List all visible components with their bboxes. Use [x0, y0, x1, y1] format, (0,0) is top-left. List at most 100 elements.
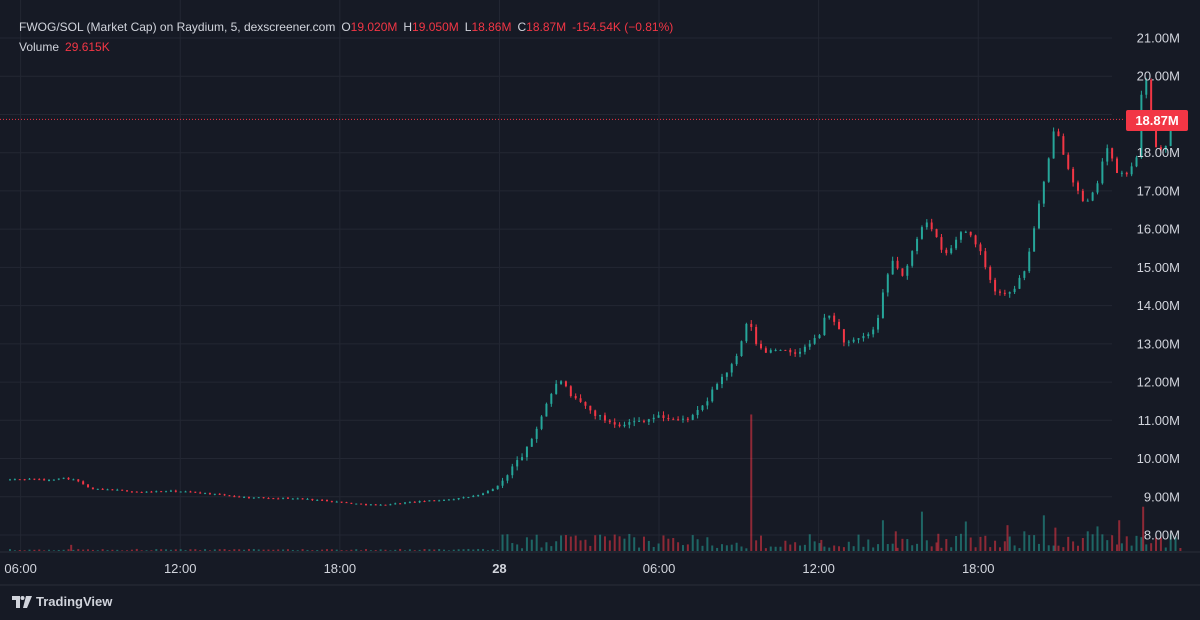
volume-bar	[994, 540, 997, 551]
volume-bar	[628, 533, 631, 551]
candle-body	[496, 485, 499, 490]
volume-bar	[369, 550, 372, 551]
volume-bar	[672, 538, 675, 551]
volume-bar	[1037, 543, 1040, 551]
candle-body	[774, 349, 777, 351]
candle-body	[540, 416, 543, 429]
candle-body	[355, 503, 358, 505]
volume-bar	[799, 545, 802, 551]
candle-body	[1145, 79, 1148, 95]
candle-body	[716, 384, 719, 390]
candle-body	[803, 346, 806, 352]
volume-bar	[584, 539, 587, 551]
volume-bar	[560, 535, 563, 551]
volume-bar	[477, 548, 480, 551]
volume-bar	[296, 550, 299, 551]
volume-bar	[911, 545, 914, 551]
x-axis[interactable]: 06:00 12:00 18:00 28 06:00 12:00 18:00	[4, 561, 994, 576]
volume-bar	[803, 544, 806, 551]
candle-body	[555, 383, 558, 394]
volume-bar	[1106, 540, 1109, 551]
y-tick-label: 15.00M	[1137, 260, 1180, 275]
tradingview-logo[interactable]: TradingView	[12, 594, 112, 609]
candle-body	[1164, 145, 1167, 150]
candle-body	[91, 487, 94, 490]
volume-bar	[930, 546, 933, 551]
volume-bar	[725, 545, 728, 551]
volume-bar	[1057, 545, 1060, 551]
volume-bar	[330, 549, 333, 551]
volume-bar	[847, 541, 850, 551]
candle-body	[1037, 203, 1040, 229]
volume-bar	[1159, 537, 1162, 551]
candle-body	[233, 496, 236, 498]
candle-body	[1018, 277, 1021, 289]
candle-body	[1130, 166, 1133, 175]
candle-body	[277, 498, 280, 500]
candle-body	[891, 260, 894, 275]
volume-bar	[603, 536, 606, 551]
candle-body	[755, 326, 758, 344]
candle-body	[652, 417, 655, 420]
volume-label: Volume	[19, 40, 60, 54]
candle-body	[208, 493, 211, 495]
volume-bar	[462, 549, 465, 551]
grid	[0, 0, 1200, 586]
volume-bar	[623, 538, 626, 551]
chart-legend: FWOG/SOL (Market Cap) on Raydium, 5, dex…	[19, 17, 673, 57]
candles	[9, 77, 1182, 506]
volume-bar	[501, 534, 504, 551]
volume-bar	[823, 546, 826, 551]
volume-bar	[43, 550, 46, 551]
volume-bar	[311, 550, 314, 551]
volume-bar	[467, 548, 470, 551]
candle-body	[1008, 292, 1011, 294]
candle-body	[872, 329, 875, 335]
volume-bar	[443, 549, 446, 551]
volume-bar	[33, 549, 36, 551]
volume-bar	[1008, 536, 1011, 551]
volume-bar	[1150, 543, 1153, 551]
candle-body	[1076, 182, 1079, 191]
candle-body	[906, 265, 909, 276]
candle-body	[247, 497, 250, 499]
candle-body	[672, 419, 675, 421]
candle-body	[252, 497, 255, 499]
candle-body	[794, 352, 797, 354]
candle-body	[174, 490, 177, 492]
y-axis[interactable]: 21.00M20.00M19.00M18.00M17.00M16.00M15.0…	[1137, 31, 1180, 543]
candle-body	[545, 403, 548, 417]
volume-bar	[730, 544, 733, 551]
volume-bar	[184, 550, 187, 551]
volume-bar	[1174, 537, 1177, 551]
volume-bar	[135, 548, 138, 551]
volume-bar	[238, 549, 241, 551]
candle-body	[735, 356, 738, 365]
candle-body	[638, 420, 641, 422]
candle-body	[184, 491, 187, 493]
volume-bar	[28, 549, 31, 551]
candle-body	[725, 372, 728, 377]
candle-body	[608, 420, 611, 423]
candle-body	[23, 479, 26, 481]
candle-body	[881, 292, 884, 318]
candle-body	[428, 500, 431, 502]
candle-body	[482, 493, 485, 496]
candle-body	[730, 364, 733, 373]
candle-body	[330, 501, 333, 503]
volume-bar	[282, 549, 285, 551]
candle-body	[628, 422, 631, 425]
candle-body	[677, 419, 680, 421]
candle-body	[969, 231, 972, 236]
volume-bar	[530, 539, 533, 551]
volume-bar	[447, 550, 450, 551]
candle-body	[38, 479, 41, 481]
volume-bar	[267, 549, 270, 551]
y-tick-label: 8.00M	[1144, 528, 1180, 543]
volume-bar	[96, 550, 99, 551]
volume-bar	[189, 549, 192, 551]
candle-body	[286, 497, 289, 499]
candle-body	[491, 489, 494, 492]
candle-body	[272, 498, 275, 500]
